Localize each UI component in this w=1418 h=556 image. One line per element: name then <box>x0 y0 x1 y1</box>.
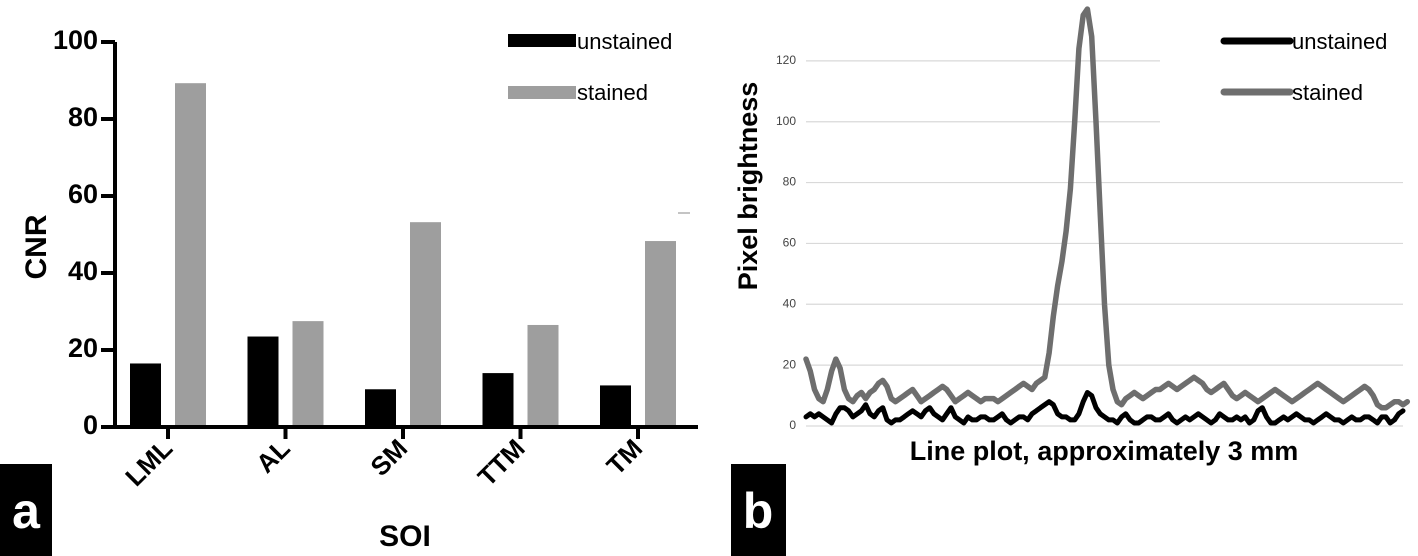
bar-stained-lml <box>175 83 206 425</box>
bar-chart-y-tick-label: 40 <box>68 256 98 286</box>
line-chart-y-axis-label: Pixel brightness <box>733 82 763 291</box>
bar-stained-al <box>292 321 324 425</box>
bar-chart-x-tick-label: AL <box>250 433 296 479</box>
bar-chart-x-tick-label: SM <box>364 433 413 482</box>
bar-chart-x-tick-label: LML <box>119 433 178 492</box>
bar-chart-legend: unstained stained <box>508 29 672 105</box>
line-chart-y-tick-label: 80 <box>783 175 797 189</box>
line-chart-series <box>803 6 1411 426</box>
line-series-stained <box>803 6 1411 411</box>
bar-chart-y-tick-label: 20 <box>68 333 98 363</box>
legend-label-stained: stained <box>1292 80 1363 105</box>
line-chart-y-tick-label: 60 <box>783 236 797 250</box>
bar-chart-y-tick-label: 100 <box>53 25 98 55</box>
legend-label-unstained: unstained <box>1292 29 1387 54</box>
line-chart-y-tick-label: 20 <box>783 357 797 371</box>
bar-chart-y-ticks: 0 20 40 60 80 100 <box>53 25 115 440</box>
legend-label-unstained: unstained <box>577 29 672 54</box>
svg-text:a: a <box>12 483 41 539</box>
legend-swatch-stained <box>508 86 576 99</box>
bar-chart-y-tick-label: 80 <box>68 102 98 132</box>
line-chart-panel: 0 20 40 60 80 100 120 Pixel brightness Line pl… <box>731 6 1411 556</box>
line-chart-y-tick-label: 0 <box>789 418 796 432</box>
bar-chart-bars <box>130 83 676 425</box>
bar-unstained-sm <box>365 389 396 425</box>
bar-chart-x-axis-label: SOI <box>379 520 431 553</box>
line-series-unstained <box>803 390 1406 426</box>
panel-label-a: a <box>0 464 52 556</box>
bar-chart-x-tick-label: TM <box>600 433 648 481</box>
panel-label-b: b <box>731 464 786 556</box>
bar-chart-y-axis-label: CNR <box>20 214 53 279</box>
bar-chart-y-tick-label: 0 <box>83 410 98 440</box>
line-chart-y-tick-label: 100 <box>776 114 796 128</box>
bar-unstained-tm <box>600 385 631 425</box>
bar-unstained-lml <box>130 363 161 425</box>
bar-chart-panel: 0 20 40 60 80 100 LML AL SM TTM TM CNR SOI unstai… <box>0 25 698 556</box>
line-chart-y-tick-label: 40 <box>783 296 797 310</box>
bar-stained-tm <box>645 241 676 425</box>
bar-unstained-al <box>247 336 279 425</box>
legend-swatch-unstained <box>508 34 576 47</box>
bar-stained-ttm <box>527 324 559 425</box>
svg-text:b: b <box>743 483 774 539</box>
legend-label-stained: stained <box>577 80 648 105</box>
line-chart-gridlines <box>806 60 1403 427</box>
line-chart-x-axis-label: Line plot, approximately 3 mm <box>910 436 1299 466</box>
bar-chart-x-tick-label: TTM <box>472 433 531 492</box>
bar-unstained-ttm <box>482 373 514 425</box>
bar-stained-sm <box>410 222 441 425</box>
line-chart-y-ticks: 0 20 40 60 80 100 120 <box>776 53 796 432</box>
bar-chart-x-ticks: LML AL SM TTM TM <box>119 427 648 492</box>
bar-chart-y-tick-label: 60 <box>68 179 98 209</box>
line-chart-y-tick-label: 120 <box>776 53 796 67</box>
line-chart-legend: unstained stained <box>1220 29 1387 105</box>
